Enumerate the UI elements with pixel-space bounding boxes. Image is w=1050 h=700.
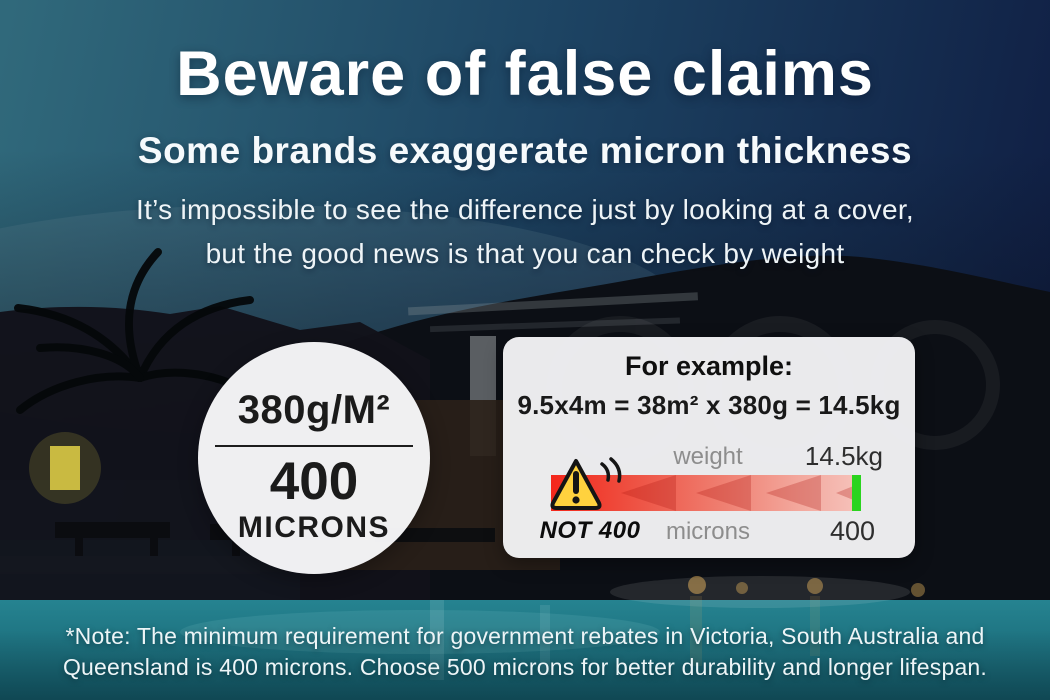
not-400-warning-text: NOT 400	[539, 517, 641, 544]
example-heading: For example:	[624, 351, 794, 381]
gauge-end-tick	[852, 475, 861, 511]
gauge-microns-label: microns	[665, 518, 750, 545]
example-card: For example: 9.5x4m = 38m² x 380g = 14.5…	[503, 337, 915, 558]
spec-badge: 380g/M² 400 MICRONS	[198, 342, 430, 574]
body-text-line2: but the good news is that you can check …	[205, 238, 845, 269]
footnote-line1: *Note: The minimum requirement for gover…	[65, 623, 985, 649]
subtitle: Some brands exaggerate micron thickness	[137, 130, 913, 171]
micron-gauge-bar	[551, 475, 861, 511]
footnote-line2: Queensland is 400 microns. Choose 500 mi…	[62, 654, 988, 680]
microns-value: 400	[269, 452, 359, 511]
badge-divider	[215, 445, 413, 447]
example-formula: 9.5x4m = 38m² x 380g = 14.5kg	[517, 390, 901, 420]
weight-per-area-value: 380g/M²	[237, 388, 391, 432]
body-text-line1: It’s impossible to see the difference ju…	[135, 194, 914, 225]
warning-triangle-icon	[550, 457, 622, 510]
microns-unit-label: MICRONS	[237, 511, 391, 544]
page-title: Beware of false claims	[176, 39, 874, 109]
gauge-weight-value: 14.5kg	[804, 441, 883, 471]
gauge-weight-label: weight	[673, 443, 743, 470]
gauge-microns-value: 400	[829, 516, 875, 546]
